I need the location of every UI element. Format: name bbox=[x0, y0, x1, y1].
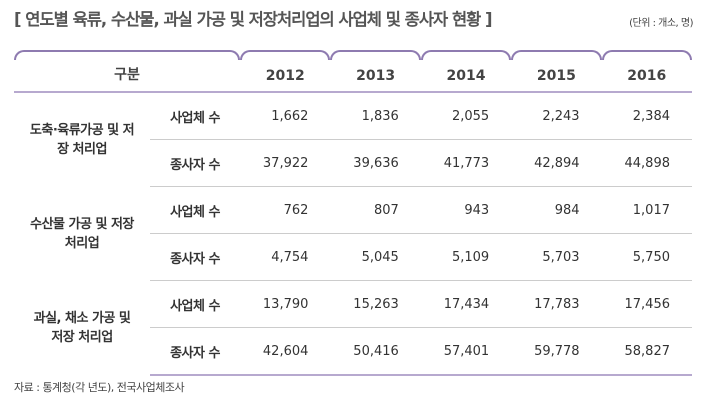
header-cap bbox=[14, 50, 241, 60]
cell-value: 39,636 bbox=[330, 139, 421, 187]
cell-value: 1,836 bbox=[330, 92, 421, 140]
header-row: 구분 2012 2013 2014 2015 2016 bbox=[14, 50, 692, 93]
cell-value: 17,783 bbox=[511, 280, 602, 328]
group-label: 과실, 채소 가공 및 저장 처리업 bbox=[14, 281, 150, 376]
cell-value: 943 bbox=[420, 186, 512, 234]
cell-value: 44,898 bbox=[601, 139, 692, 187]
cell-value: 59,778 bbox=[511, 327, 602, 376]
year-label: 2014 bbox=[446, 68, 486, 84]
cell-value: 807 bbox=[330, 186, 421, 234]
table-title: [ 연도별 육류, 수산물, 과실 가공 및 저장처리업의 사업체 및 종사자 … bbox=[14, 10, 493, 29]
cell-value: 5,750 bbox=[601, 233, 692, 281]
group-name: 수산물 가공 및 저장 처리업 bbox=[30, 216, 134, 251]
table-row: 종사자 수 42,604 50,416 57,401 59,778 58,827 bbox=[14, 327, 692, 376]
year-label: 2013 bbox=[356, 68, 396, 84]
table-row: 도축·육류가공 및 저장 처리업 사업체 수 1,662 1,836 2,055 2,24… bbox=[14, 92, 692, 157]
table-row: 종사자 수 4,754 5,045 5,109 5,703 5,750 bbox=[14, 233, 692, 281]
cell-value: 41,773 bbox=[420, 139, 512, 187]
group-name: 도축·육류가공 및 저장 처리업 bbox=[29, 122, 135, 157]
cell-value: 37,922 bbox=[240, 139, 331, 187]
header-year: 2014 bbox=[420, 50, 512, 93]
cell-value: 5,045 bbox=[330, 233, 421, 281]
table-row: 과실, 채소 가공 및 저장 처리업 사업체 수 13,790 15,263 17,43… bbox=[14, 280, 692, 345]
cell-value: 58,827 bbox=[601, 327, 692, 376]
cell-value: 42,894 bbox=[511, 139, 602, 187]
cell-value: 13,790 bbox=[240, 280, 331, 328]
year-label: 2016 bbox=[627, 68, 667, 84]
header-year: 2012 bbox=[240, 50, 331, 93]
year-label: 2012 bbox=[265, 68, 305, 84]
cell-value: 984 bbox=[511, 186, 602, 234]
year-label: 2015 bbox=[536, 68, 576, 84]
row-label: 종사자 수 bbox=[150, 233, 241, 281]
data-table: 구분 2012 2013 2014 2015 2016 도축·육류가공 및 저장… bbox=[14, 50, 692, 376]
header-year: 2016 bbox=[601, 50, 692, 93]
header-year: 2013 bbox=[330, 50, 421, 93]
group-label: 도축·육류가공 및 저장 처리업 bbox=[14, 92, 150, 187]
header-cap bbox=[330, 50, 421, 60]
table-row: 종사자 수 37,922 39,636 41,773 42,894 44,898 bbox=[14, 139, 692, 187]
cell-value: 2,055 bbox=[420, 92, 512, 140]
cell-value: 50,416 bbox=[330, 327, 421, 376]
group-label: 수산물 가공 및 저장 처리업 bbox=[14, 187, 150, 281]
header-category: 구분 bbox=[14, 50, 241, 93]
table-row: 수산물 가공 및 저장 처리업 사업체 수 762 807 943 984 1,017 bbox=[14, 186, 692, 251]
unit-note: (단위 : 개소, 명) bbox=[629, 18, 693, 29]
cell-value: 762 bbox=[240, 186, 331, 234]
header-cap bbox=[601, 50, 692, 60]
cell-value: 1,662 bbox=[240, 92, 331, 140]
cell-value: 1,017 bbox=[601, 186, 692, 234]
cell-value: 4,754 bbox=[240, 233, 331, 281]
cell-value: 17,456 bbox=[601, 280, 692, 328]
row-label: 사업체 수 bbox=[150, 92, 241, 140]
cell-value: 57,401 bbox=[420, 327, 512, 376]
source-note: 자료 : 통계청(각 년도), 전국사업체조사 bbox=[14, 381, 185, 394]
row-label: 종사자 수 bbox=[150, 139, 241, 187]
header-cap bbox=[420, 50, 512, 60]
row-label: 사업체 수 bbox=[150, 280, 241, 328]
cell-value: 15,263 bbox=[330, 280, 421, 328]
cell-value: 42,604 bbox=[240, 327, 331, 376]
group-name: 과실, 채소 가공 및 저장 처리업 bbox=[33, 310, 131, 345]
header-cap bbox=[240, 50, 331, 60]
cell-value: 17,434 bbox=[420, 280, 512, 328]
header-year: 2015 bbox=[511, 50, 602, 93]
row-label: 사업체 수 bbox=[150, 186, 241, 234]
cell-value: 2,384 bbox=[601, 92, 692, 140]
row-label: 종사자 수 bbox=[150, 327, 241, 376]
header-cap bbox=[511, 50, 602, 60]
cell-value: 5,109 bbox=[420, 233, 512, 281]
cell-value: 5,703 bbox=[511, 233, 602, 281]
cell-value: 2,243 bbox=[511, 92, 602, 140]
header-category-label: 구분 bbox=[114, 67, 140, 83]
